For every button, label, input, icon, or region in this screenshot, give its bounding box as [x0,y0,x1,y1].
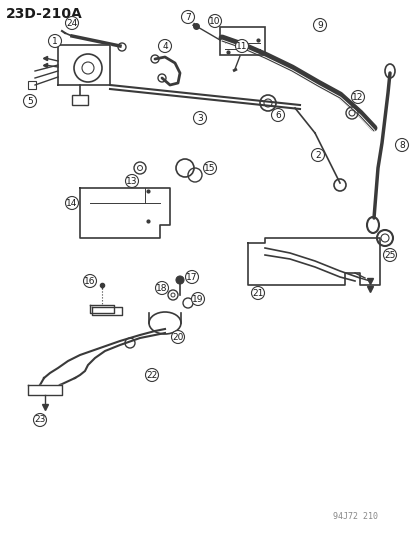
Circle shape [33,414,46,426]
Text: 1: 1 [52,36,58,45]
Text: 4: 4 [162,42,167,51]
Text: 20: 20 [172,333,183,342]
Circle shape [313,19,326,31]
Text: 7: 7 [185,12,190,21]
Text: 23: 23 [34,416,45,424]
Circle shape [181,11,194,23]
Circle shape [382,248,396,262]
Polygon shape [92,307,122,315]
Circle shape [311,149,324,161]
Text: 12: 12 [351,93,363,101]
Text: 16: 16 [84,277,95,286]
Circle shape [171,330,184,343]
Circle shape [158,39,171,52]
Circle shape [191,293,204,305]
Circle shape [155,281,168,295]
Text: 15: 15 [204,164,215,173]
Circle shape [125,338,135,348]
Polygon shape [28,385,62,395]
Text: 9: 9 [316,20,322,29]
Text: 5: 5 [27,96,33,106]
Circle shape [65,17,78,29]
Text: 11: 11 [236,42,247,51]
Circle shape [235,39,248,52]
Circle shape [394,139,408,151]
Polygon shape [58,45,110,85]
Text: 23D-210A: 23D-210A [6,7,83,21]
Polygon shape [247,238,379,285]
Circle shape [24,94,36,108]
Text: 21: 21 [252,288,263,297]
Circle shape [251,287,264,300]
Text: 22: 22 [146,370,157,379]
Circle shape [193,111,206,125]
Text: 13: 13 [126,176,138,185]
Text: 3: 3 [197,114,202,123]
Circle shape [125,174,138,188]
Text: 94J72 210: 94J72 210 [332,512,377,521]
Text: 24: 24 [66,19,78,28]
Circle shape [65,197,78,209]
Text: 2: 2 [314,150,320,159]
Circle shape [203,161,216,174]
Circle shape [176,276,183,284]
Circle shape [351,91,363,103]
Text: 6: 6 [275,110,280,119]
Text: 19: 19 [192,295,203,303]
Circle shape [185,271,198,284]
Circle shape [208,14,221,28]
Polygon shape [80,188,170,238]
Polygon shape [90,305,114,313]
Circle shape [48,35,62,47]
Text: 18: 18 [156,284,167,293]
Circle shape [145,368,158,382]
Text: 14: 14 [66,198,78,207]
Text: 10: 10 [209,17,220,26]
Circle shape [271,109,284,122]
Text: 25: 25 [383,251,395,260]
Text: 17: 17 [186,272,197,281]
Text: 8: 8 [398,141,404,149]
Circle shape [83,274,96,287]
